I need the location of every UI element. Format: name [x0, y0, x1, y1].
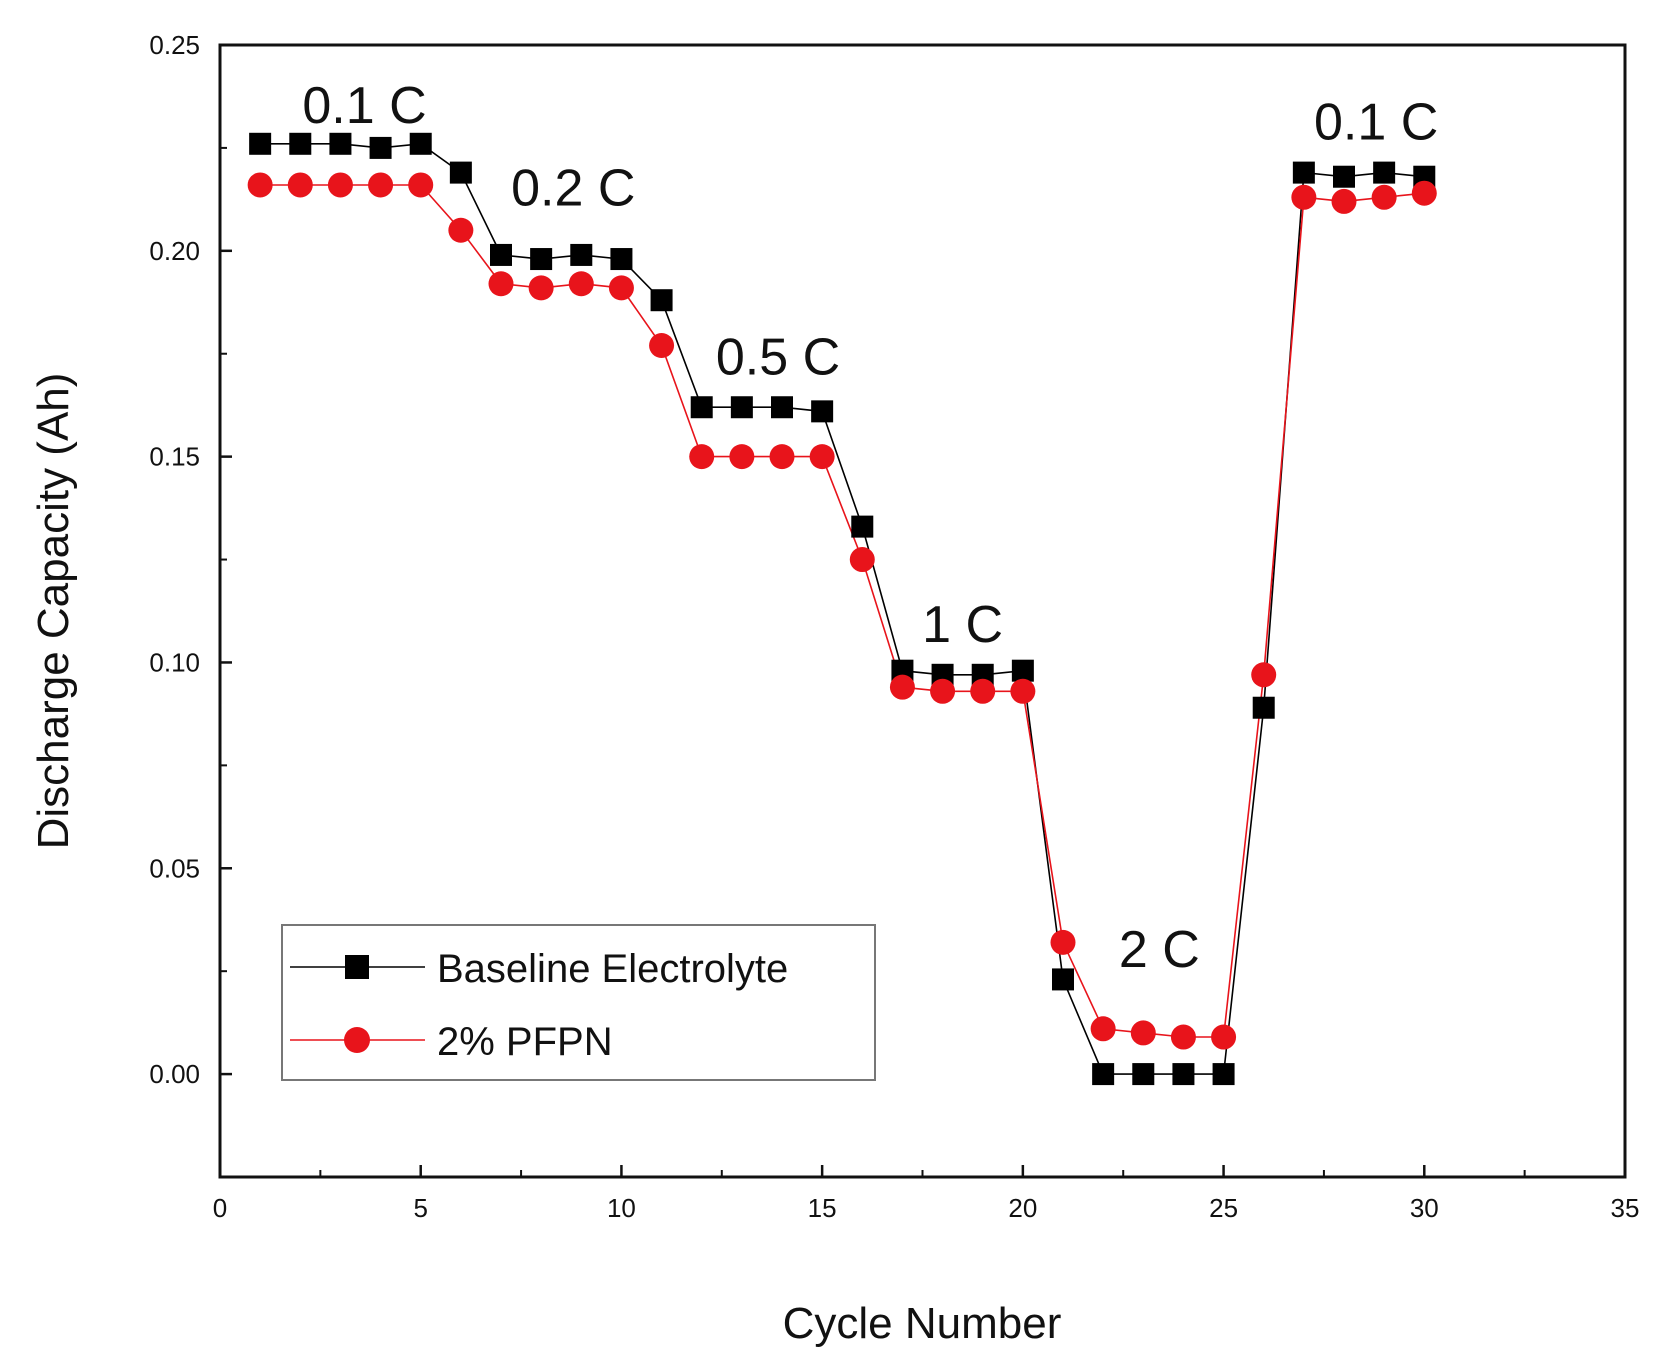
x-tick-label: 35: [1611, 1193, 1640, 1223]
legend-label-pfpn: 2% PFPN: [437, 1020, 613, 1064]
baseline-point: [650, 289, 673, 312]
x-tick-label: 0: [213, 1193, 227, 1223]
rate-annotation: 0.1 C: [1314, 94, 1438, 152]
pfpn-point: [689, 444, 715, 470]
pfpn-point: [970, 678, 996, 704]
baseline-point: [730, 396, 753, 419]
x-axis-title: Cycle Number: [783, 1299, 1062, 1348]
baseline-point: [1292, 161, 1315, 184]
pfpn-point: [408, 172, 434, 198]
pfpn-point: [368, 172, 394, 198]
pfpn-point: [1251, 662, 1277, 688]
baseline-point: [1373, 161, 1396, 184]
pfpn-point: [448, 217, 474, 243]
legend-box: [281, 924, 876, 1081]
pfpn-point: [247, 172, 273, 198]
x-tick-label: 15: [808, 1193, 837, 1223]
baseline-point: [690, 396, 713, 419]
baseline-point: [610, 248, 633, 271]
x-tick-label: 30: [1410, 1193, 1439, 1223]
baseline-point: [570, 243, 593, 266]
series-line-1: [260, 184, 1425, 1038]
baseline-point: [811, 400, 834, 423]
pfpn-point: [1211, 1024, 1237, 1050]
pfpn-point: [1291, 184, 1317, 210]
pfpn-point: [287, 172, 313, 198]
baseline-point: [1052, 968, 1074, 991]
rate-annotations: 0.1 C 0.2 C 0.5 C 1 C 2 C 0.1 C: [302, 77, 1438, 979]
pfpn-point: [1331, 188, 1357, 214]
pfpn-point: [729, 444, 755, 470]
baseline-point: [771, 396, 793, 419]
pfpn-point: [528, 275, 554, 301]
baseline-point: [369, 136, 392, 159]
x-tick-label: 25: [1209, 1193, 1238, 1223]
rate-annotation: 0.2 C: [511, 160, 635, 218]
legend-marker-pfpn: [344, 1027, 370, 1053]
y-tick-label: 0.00: [149, 1059, 200, 1089]
baseline-point: [490, 243, 512, 266]
baseline-point: [289, 132, 312, 155]
pfpn-point: [488, 271, 514, 297]
rate-annotation: 1 C: [922, 596, 1003, 654]
pfpn-point: [327, 172, 353, 198]
baseline-point: [1172, 1063, 1195, 1086]
baseline-point: [1011, 659, 1034, 682]
pfpn-point: [809, 444, 835, 470]
pfpn-point: [608, 275, 634, 301]
legend-marker-baseline: [345, 955, 369, 979]
axis-ticks: 0 5 10 15 20 25 30 35 0.00 0.05 0.10 0.15 0.20 0.25: [149, 30, 1639, 1223]
rate-annotation: 0.1 C: [302, 77, 426, 135]
y-tick-label: 0.25: [149, 30, 200, 60]
baseline-point: [329, 132, 352, 155]
y-axis-title: Discharge Capacity (Ah): [29, 373, 78, 850]
baseline-point: [530, 248, 553, 271]
baseline-point: [249, 132, 272, 155]
pfpn-point: [889, 674, 915, 700]
pfpn-point: [1010, 678, 1036, 704]
baseline-point: [409, 132, 432, 155]
y-tick-label: 0.15: [149, 442, 200, 472]
baseline-point: [1092, 1063, 1115, 1086]
pfpn-point: [1411, 180, 1437, 206]
baseline-point: [1132, 1063, 1155, 1086]
y-tick-label: 0.10: [149, 647, 200, 677]
series-markers: [247, 132, 1437, 1086]
pfpn-point: [1371, 184, 1397, 210]
pfpn-point: [1130, 1020, 1156, 1046]
pfpn-point: [1170, 1024, 1196, 1050]
x-tick-label: 10: [607, 1193, 636, 1223]
y-tick-label: 0.20: [149, 236, 200, 266]
pfpn-point: [849, 547, 875, 573]
baseline-point: [851, 515, 874, 538]
legend-label-baseline: Baseline Electrolyte: [437, 947, 788, 991]
rate-annotation: 2 C: [1119, 921, 1200, 979]
baseline-point: [1212, 1063, 1235, 1086]
pfpn-point: [568, 271, 594, 297]
pfpn-point: [1090, 1016, 1116, 1042]
x-tick-label: 20: [1008, 1193, 1037, 1223]
legend: Baseline Electrolyte 2% PFPN: [281, 924, 876, 1081]
y-tick-label: 0.05: [149, 853, 200, 883]
baseline-point: [1333, 165, 1355, 188]
pfpn-point: [649, 332, 675, 358]
baseline-point: [449, 161, 472, 184]
pfpn-point: [769, 444, 795, 470]
baseline-point: [1252, 696, 1275, 719]
x-tick-label: 5: [413, 1193, 427, 1223]
pfpn-point: [1050, 929, 1076, 955]
pfpn-point: [930, 678, 956, 704]
rate-annotation: 0.5 C: [716, 328, 840, 386]
